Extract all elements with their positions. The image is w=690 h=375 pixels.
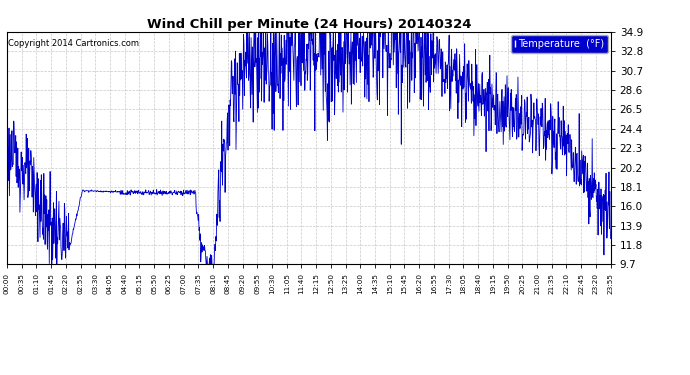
Title: Wind Chill per Minute (24 Hours) 20140324: Wind Chill per Minute (24 Hours) 2014032…: [146, 18, 471, 31]
Text: Copyright 2014 Cartronics.com: Copyright 2014 Cartronics.com: [8, 39, 139, 48]
Legend: Temperature  (°F): Temperature (°F): [511, 35, 608, 52]
